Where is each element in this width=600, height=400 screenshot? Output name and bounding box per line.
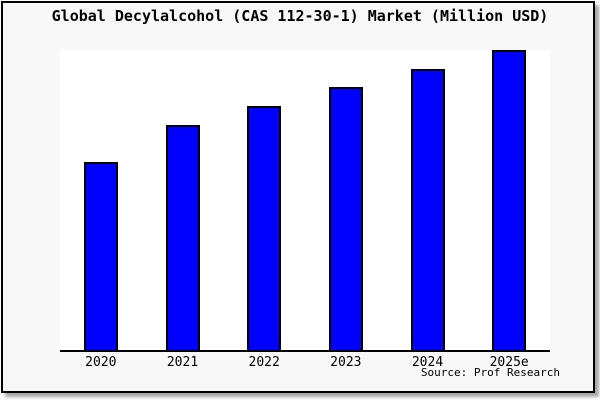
x-tick-label-2024: 2024	[411, 355, 444, 370]
bar-2021	[166, 125, 200, 350]
x-tick-label-2020: 2020	[85, 355, 117, 370]
plot-area	[60, 50, 550, 352]
source-caption: Source: Prof Research	[420, 366, 560, 379]
bar-2023	[329, 87, 363, 350]
x-tick-label-2025e: 2025e	[489, 355, 529, 370]
x-axis-tick-labels: 2020 2021 2022 2023 2024 2025e	[60, 355, 550, 371]
x-tick-label-2023: 2023	[330, 355, 362, 370]
bar-2020	[84, 162, 118, 350]
bar-2025e	[492, 50, 526, 350]
bar-2022	[247, 106, 281, 350]
chart-title: Global Decylalcohol (CAS 112-30-1) Marke…	[51, 7, 549, 25]
x-tick-label-2022: 2022	[248, 355, 280, 370]
bar-2024	[411, 69, 445, 350]
x-tick-label-2021: 2021	[166, 355, 199, 370]
